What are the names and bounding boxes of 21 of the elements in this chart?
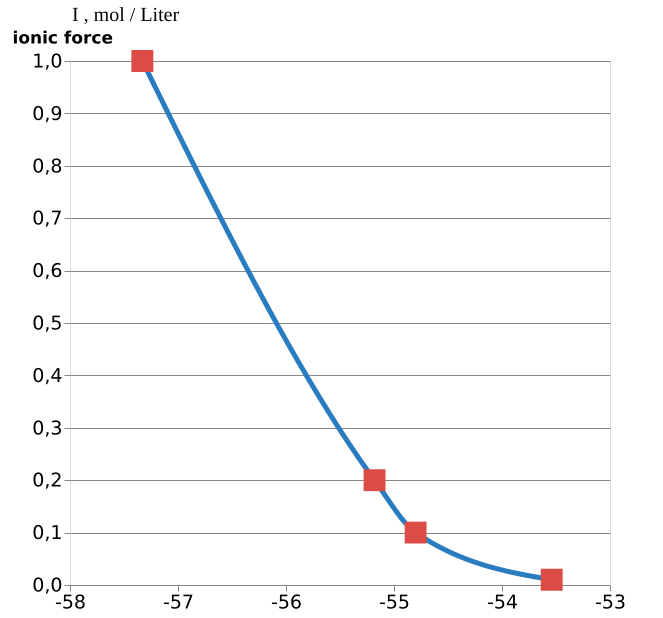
point [540,568,563,591]
y-tick-label: 0,9 [32,102,62,125]
point [131,50,154,72]
x-tick-label: -53 [594,592,626,614]
x-tick-label: -54 [486,592,518,614]
y-tick-label: 1,0 [32,50,62,72]
y-tick-label: 0,8 [32,155,62,178]
y-tick-label: 0,1 [32,522,62,544]
chart-title: I , mol / Liter [72,4,180,26]
x-tick-label: -56 [270,592,302,614]
y-tick-label: 0,4 [32,364,62,387]
x-tick-label: -55 [378,592,410,614]
y-tick-label: 0,3 [32,417,62,440]
y-axis-title: ionic force [12,28,113,48]
y-tick-label: 0,6 [32,260,62,282]
x-tick-label: -57 [162,592,194,614]
point [364,469,386,492]
y-tick-label: 0,5 [32,312,62,334]
y-tick-label: 0,7 [32,208,62,230]
y-tick-label: 0,2 [32,470,62,492]
point [404,522,427,544]
